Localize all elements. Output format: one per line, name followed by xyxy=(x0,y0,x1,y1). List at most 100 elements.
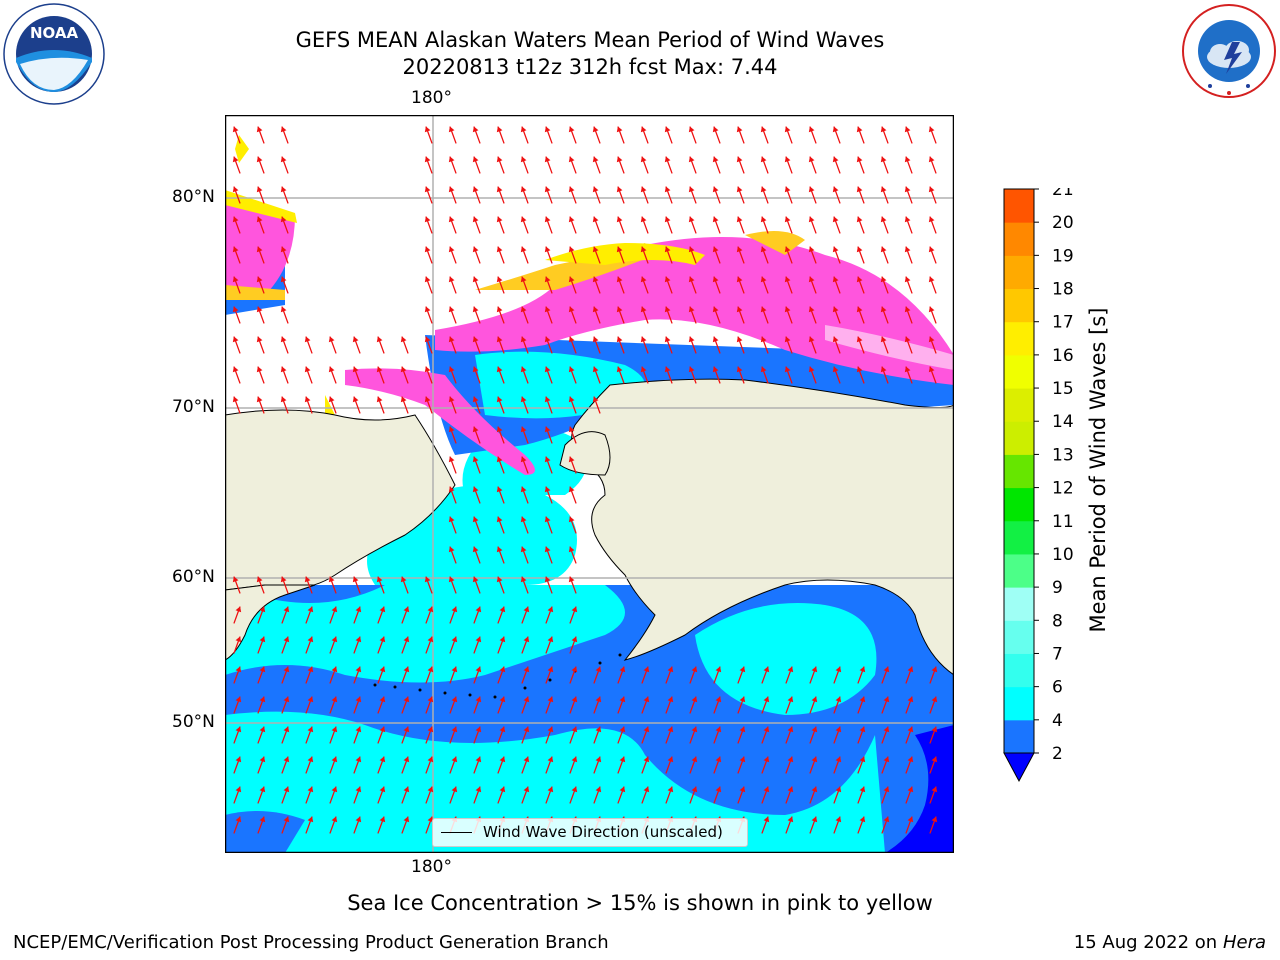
wave-direction-arrow xyxy=(568,396,577,414)
wave-direction-arrow xyxy=(881,816,890,834)
colorbar: 2 4 6 7 8 9 10 11 12 13 14 15 16 17 18 19 20 21 xyxy=(1003,180,1083,792)
wave-direction-arrow xyxy=(736,306,745,324)
wave-direction-arrow xyxy=(641,696,650,714)
wave-direction-arrow xyxy=(904,216,913,234)
wave-direction-arrow xyxy=(496,426,505,444)
lon-label-top: 180° xyxy=(411,88,452,108)
wave-direction-arrow xyxy=(472,456,481,474)
wave-direction-arrow xyxy=(616,336,625,354)
wave-direction-arrow xyxy=(449,726,458,744)
wave-direction-arrow xyxy=(425,816,434,834)
wave-direction-arrow xyxy=(424,156,433,174)
wave-direction-arrow xyxy=(329,726,338,744)
wave-direction-arrow xyxy=(881,666,890,684)
wave-direction-arrow xyxy=(665,696,674,714)
wave-direction-arrow xyxy=(904,246,913,264)
wave-direction-arrow xyxy=(424,246,433,264)
wave-direction-arrow xyxy=(425,666,434,684)
wave-direction-arrow xyxy=(281,696,290,714)
wave-direction-arrow xyxy=(400,576,409,594)
wave-direction-arrow xyxy=(904,276,913,294)
wave-direction-arrow xyxy=(521,696,530,714)
wave-direction-arrow xyxy=(689,756,698,774)
wave-direction-arrow xyxy=(329,756,338,774)
wave-direction-arrow xyxy=(473,756,482,774)
wave-direction-arrow xyxy=(737,726,746,744)
wave-direction-arrow xyxy=(401,636,410,654)
colorbar-segment xyxy=(1004,354,1034,389)
wave-direction-arrow xyxy=(353,756,362,774)
wave-direction-arrow xyxy=(568,426,577,444)
wave-direction-arrow xyxy=(232,306,241,324)
wave-direction-arrow xyxy=(472,516,481,534)
wave-direction-arrow xyxy=(233,666,242,684)
wave-direction-arrow xyxy=(424,216,433,234)
wave-direction-arrow xyxy=(760,126,769,144)
wave-direction-arrow xyxy=(544,546,553,564)
wave-direction-arrow xyxy=(688,366,697,384)
wave-direction-arrow xyxy=(281,726,290,744)
wave-direction-arrow xyxy=(448,456,457,474)
wave-direction-arrow xyxy=(689,786,698,804)
wave-direction-arrow xyxy=(881,696,890,714)
wave-direction-arrow xyxy=(569,786,578,804)
wave-direction-arrow xyxy=(664,216,673,234)
wave-direction-arrow xyxy=(353,726,362,744)
wave-direction-arrow xyxy=(544,156,553,174)
wave-direction-arrow xyxy=(377,606,386,624)
wave-direction-arrow xyxy=(545,696,554,714)
wave-direction-arrow xyxy=(329,786,338,804)
wave-direction-arrow xyxy=(784,186,793,204)
wave-direction-arrow xyxy=(640,366,649,384)
wave-direction-arrow xyxy=(856,336,865,354)
wave-direction-arrow xyxy=(736,216,745,234)
wave-direction-arrow xyxy=(401,666,410,684)
wave-direction-arrow xyxy=(640,276,649,294)
wave-direction-arrow xyxy=(280,186,289,204)
wave-direction-arrow xyxy=(280,366,289,384)
wave-direction-arrow xyxy=(640,126,649,144)
wave-direction-arrow xyxy=(305,786,314,804)
colorbar-segment xyxy=(1004,421,1034,455)
wave-direction-arrow xyxy=(664,366,673,384)
wave-direction-arrow xyxy=(424,336,433,354)
wave-direction-arrow xyxy=(281,606,290,624)
colorbar-tick-label: 14 xyxy=(1052,412,1074,432)
wave-direction-arrow xyxy=(809,696,818,714)
lat-label-80: 80°N xyxy=(172,187,215,207)
wave-direction-arrow xyxy=(496,456,505,474)
wave-direction-arrow xyxy=(664,186,673,204)
wave-direction-arrow xyxy=(472,576,481,594)
wave-direction-arrow xyxy=(881,756,890,774)
wave-direction-arrow xyxy=(833,756,842,774)
wave-direction-arrow xyxy=(497,726,506,744)
wave-direction-arrow xyxy=(784,336,793,354)
wave-direction-arrow xyxy=(760,246,769,264)
wave-direction-arrow xyxy=(232,396,241,414)
wave-direction-arrow xyxy=(737,756,746,774)
wave-direction-arrow xyxy=(280,126,289,144)
wave-direction-arrow xyxy=(448,546,457,564)
wave-direction-arrow xyxy=(568,576,577,594)
wave-direction-arrow xyxy=(617,756,626,774)
wave-direction-arrow xyxy=(545,636,554,654)
wave-direction-arrow xyxy=(328,396,337,414)
wave-direction-arrow xyxy=(257,816,266,834)
colorbar-tick-label: 18 xyxy=(1052,280,1074,300)
colorbar-tick-label: 6 xyxy=(1052,678,1063,698)
graticule xyxy=(225,115,954,853)
wave-direction-arrow xyxy=(688,276,697,294)
wave-direction-arrow xyxy=(256,336,265,354)
wave-direction-arrow xyxy=(352,366,361,384)
colorbar-tick-label: 12 xyxy=(1052,479,1074,499)
wave-direction-arrow xyxy=(521,786,530,804)
wave-direction-arrow xyxy=(232,576,241,594)
wave-direction-arrow xyxy=(352,336,361,354)
wave-direction-arrow xyxy=(257,786,266,804)
wave-direction-arrow xyxy=(449,606,458,624)
wave-direction-arrow xyxy=(520,336,529,354)
wave-direction-arrow xyxy=(472,546,481,564)
colorbar-tick-label: 4 xyxy=(1052,711,1063,731)
wave-direction-arrow xyxy=(929,786,938,804)
wave-direction-arrow xyxy=(233,816,242,834)
